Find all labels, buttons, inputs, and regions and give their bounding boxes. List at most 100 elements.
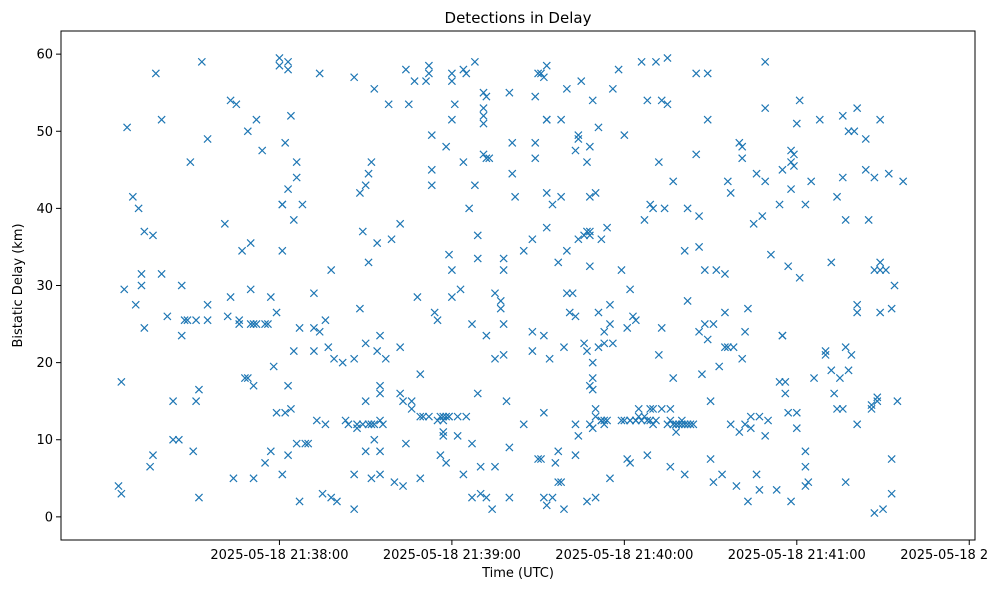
data-point-477 xyxy=(850,127,859,136)
data-point-5 xyxy=(128,192,137,201)
data-point-499 xyxy=(887,304,896,313)
data-point-402 xyxy=(723,177,732,186)
data-point-215 xyxy=(485,154,494,163)
data-point-131 xyxy=(373,347,382,356)
data-point-37 xyxy=(223,312,232,321)
y-tick-label-4: 40 xyxy=(36,202,53,217)
data-point-42 xyxy=(235,320,244,329)
data-point-364 xyxy=(669,420,678,429)
data-point-23 xyxy=(177,331,186,340)
data-point-261 xyxy=(554,258,563,267)
data-point-357 xyxy=(660,204,669,213)
data-point-277 xyxy=(574,235,583,244)
data-point-224 xyxy=(499,254,508,263)
data-point-56 xyxy=(258,146,267,155)
data-point-50 xyxy=(246,285,255,294)
data-point-199 xyxy=(470,57,479,66)
data-point-450 xyxy=(795,273,804,282)
data-point-470 xyxy=(838,404,847,413)
x-tick-label-0: 2025-05-18 21:38:00 xyxy=(210,548,348,563)
data-point-404 xyxy=(726,420,735,429)
data-point-301 xyxy=(591,493,600,502)
data-point-432 xyxy=(775,200,784,209)
data-point-288 xyxy=(585,227,594,236)
data-point-396 xyxy=(712,266,721,275)
data-point-212 xyxy=(482,154,491,163)
data-point-105 xyxy=(341,416,350,425)
data-point-61 xyxy=(266,447,275,456)
plot-area xyxy=(60,30,976,541)
data-point-377 xyxy=(683,420,692,429)
data-point-407 xyxy=(732,481,741,491)
data-point-424 xyxy=(758,212,767,221)
data-point-115 xyxy=(358,420,367,429)
data-point-62 xyxy=(269,362,278,371)
data-point-256 xyxy=(548,200,557,209)
data-point-485 xyxy=(867,401,876,410)
data-point-140 xyxy=(384,100,393,109)
data-point-55 xyxy=(252,320,261,329)
data-point-232 xyxy=(511,192,520,201)
data-point-157 xyxy=(416,474,425,483)
data-point-109 xyxy=(350,354,359,363)
data-point-247 xyxy=(539,408,548,417)
data-point-281 xyxy=(580,231,589,240)
data-point-443 xyxy=(787,497,796,506)
data-point-375 xyxy=(680,470,689,479)
data-point-269 xyxy=(562,84,571,93)
data-point-171 xyxy=(439,428,448,437)
data-point-160 xyxy=(424,69,433,78)
data-point-338 xyxy=(637,57,646,66)
data-point-483 xyxy=(861,165,870,174)
data-point-91 xyxy=(309,289,318,298)
data-point-153 xyxy=(410,77,419,86)
data-point-107 xyxy=(350,505,359,514)
data-point-77 xyxy=(284,65,293,74)
data-point-249 xyxy=(542,501,551,510)
data-point-116 xyxy=(358,227,367,236)
data-point-88 xyxy=(301,439,310,448)
data-point-410 xyxy=(738,142,747,151)
data-point-20 xyxy=(169,435,178,444)
data-point-187 xyxy=(453,412,462,421)
data-point-231 xyxy=(508,169,517,178)
data-point-438 xyxy=(781,389,790,398)
data-point-243 xyxy=(536,454,546,464)
data-point-72 xyxy=(281,408,290,417)
data-point-24 xyxy=(180,316,189,325)
data-point-280 xyxy=(577,77,586,86)
y-tick-label-1: 10 xyxy=(36,433,53,448)
data-point-311 xyxy=(600,420,609,429)
data-point-454 xyxy=(801,462,810,471)
y-tick-label-3: 30 xyxy=(36,279,53,294)
data-point-430 xyxy=(766,250,775,259)
data-point-353 xyxy=(654,350,663,359)
data-point-317 xyxy=(605,474,614,483)
data-point-188 xyxy=(453,431,462,440)
data-point-154 xyxy=(413,293,422,302)
data-point-409 xyxy=(735,428,744,437)
data-point-43 xyxy=(235,316,244,325)
data-point-209 xyxy=(479,88,488,97)
data-point-258 xyxy=(551,458,560,467)
data-point-242 xyxy=(534,69,543,78)
data-point-381 xyxy=(692,69,701,78)
chart-title: Detections in Delay xyxy=(445,9,592,27)
data-point-235 xyxy=(528,347,537,356)
data-point-465 xyxy=(833,192,842,201)
data-point-480 xyxy=(853,308,862,317)
data-point-272 xyxy=(571,146,580,155)
data-point-17 xyxy=(157,115,166,124)
data-point-459 xyxy=(815,115,824,124)
data-point-143 xyxy=(396,343,405,352)
data-point-41 xyxy=(232,100,241,109)
data-point-53 xyxy=(249,381,258,390)
data-point-219 xyxy=(490,462,500,471)
data-point-163 xyxy=(427,131,436,140)
data-point-102 xyxy=(330,354,339,363)
data-point-152 xyxy=(407,397,416,406)
data-point-462 xyxy=(827,258,836,267)
data-point-137 xyxy=(376,389,385,398)
data-point-165 xyxy=(427,181,436,190)
data-point-325 xyxy=(623,454,632,464)
